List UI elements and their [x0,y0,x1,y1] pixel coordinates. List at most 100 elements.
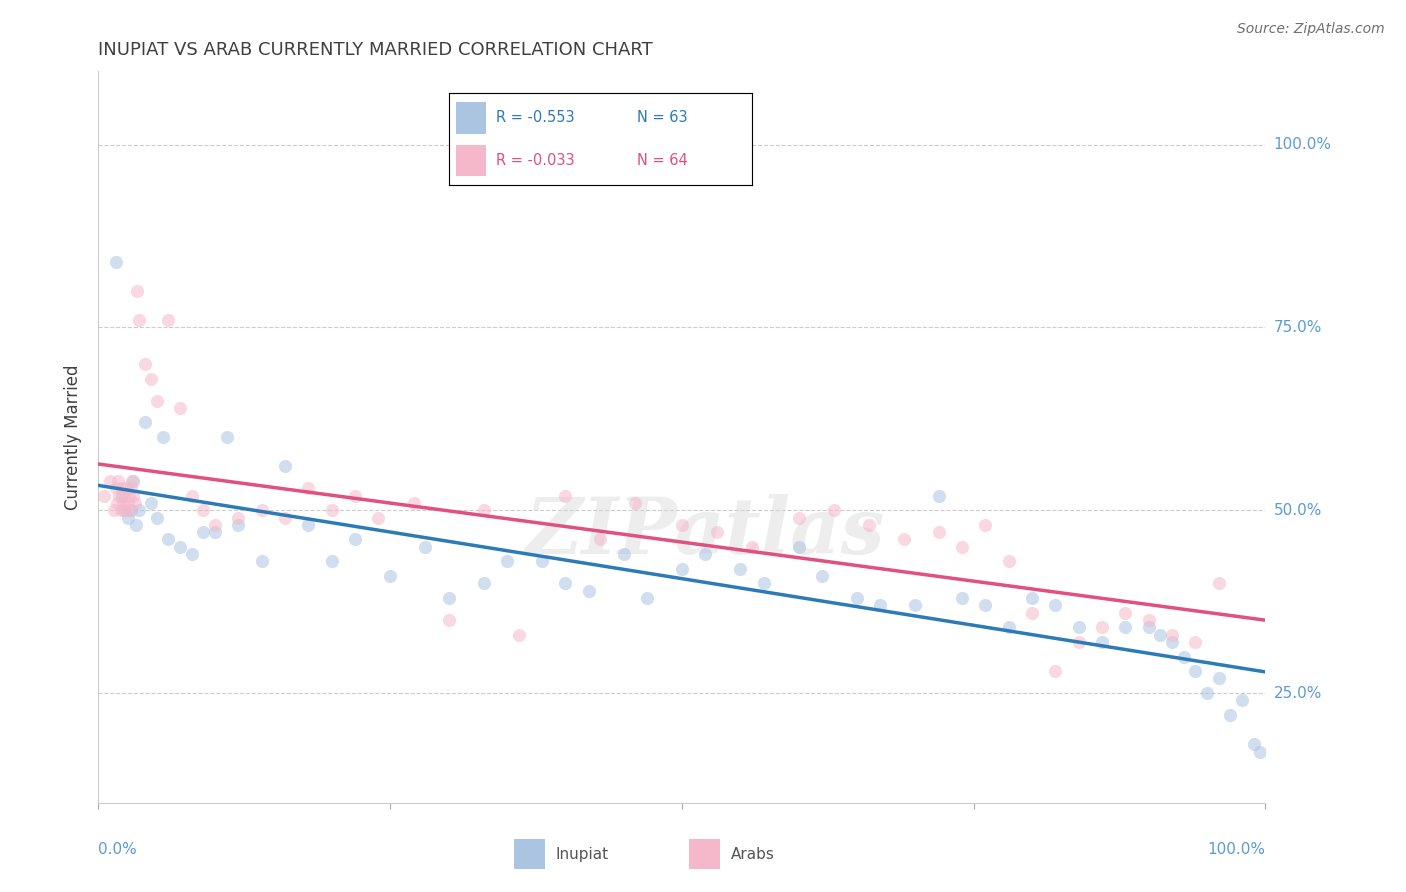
Point [115,481,138,495]
Point [636,591,658,605]
Point [108,489,131,503]
Text: 75.0%: 75.0% [1274,320,1322,334]
Text: 100.0%: 100.0% [1274,137,1331,152]
Point [122,489,145,503]
Point [180,547,202,561]
Point [193,503,215,517]
Point [437,613,460,627]
Point [121,474,143,488]
Point [554,576,576,591]
Point [787,540,810,554]
Point [228,517,250,532]
Point [858,517,880,532]
Point [1045,599,1067,613]
Point [134,416,156,430]
Point [612,547,634,561]
Point [1243,737,1265,751]
Point [1161,627,1184,641]
Point [1045,664,1067,678]
Point [250,554,273,568]
Point [215,430,238,444]
Text: 25.0%: 25.0% [1274,686,1322,700]
Point [344,489,367,503]
Point [974,599,997,613]
Point [1230,693,1253,707]
Point [928,525,950,540]
Point [695,547,717,561]
Point [146,510,169,524]
Point [950,591,973,605]
Point [274,510,297,524]
Point [904,599,927,613]
Point [110,503,132,517]
Text: INUPIAT VS ARAB CURRENTLY MARRIED CORRELATION CHART: INUPIAT VS ARAB CURRENTLY MARRIED CORREL… [98,41,654,59]
Point [103,503,125,517]
Point [380,569,402,583]
Point [530,554,553,568]
Point [997,620,1019,634]
Point [193,525,215,540]
Point [1021,591,1043,605]
Point [706,525,728,540]
Point [1021,606,1043,620]
Point [1173,649,1195,664]
Point [169,401,191,415]
Point [112,489,135,503]
Point [117,510,139,524]
Point [671,517,693,532]
Point [1091,635,1114,649]
Point [1197,686,1219,700]
Point [321,503,343,517]
Point [157,313,180,327]
Point [472,503,495,517]
Point [344,533,367,547]
Point [1219,708,1241,723]
Point [152,430,174,444]
Point [118,503,141,517]
Y-axis label: Currently Married: Currently Married [65,364,83,510]
Point [823,503,845,517]
Point [104,254,127,268]
Text: ZIPatlas: ZIPatlas [526,494,884,570]
Point [120,481,142,495]
Point [624,496,647,510]
Point [117,496,139,510]
Point [204,525,226,540]
Point [496,554,519,568]
Point [1114,606,1136,620]
Point [112,503,135,517]
Point [120,503,142,517]
Point [125,517,148,532]
Point [589,533,612,547]
Point [139,496,162,510]
Point [1184,635,1206,649]
Point [111,481,134,495]
Point [1114,620,1136,634]
Point [111,496,134,510]
Point [413,540,436,554]
Point [111,489,134,503]
Text: Source: ZipAtlas.com: Source: ZipAtlas.com [1237,22,1385,37]
Point [157,533,180,547]
Point [114,503,136,517]
Point [146,393,169,408]
Point [811,569,834,583]
Point [508,627,530,641]
Point [1249,745,1271,759]
Point [93,489,115,503]
Point [787,510,810,524]
Point [950,540,973,554]
Point [1091,620,1114,634]
Text: 0.0%: 0.0% [98,842,138,856]
Point [204,517,226,532]
Text: 100.0%: 100.0% [1208,842,1265,856]
Point [1137,620,1160,634]
Point [105,496,128,510]
Point [321,554,343,568]
Point [107,474,129,488]
Point [869,599,891,613]
Point [578,583,600,598]
Text: 50.0%: 50.0% [1274,503,1322,517]
Point [846,591,869,605]
Point [274,459,297,474]
